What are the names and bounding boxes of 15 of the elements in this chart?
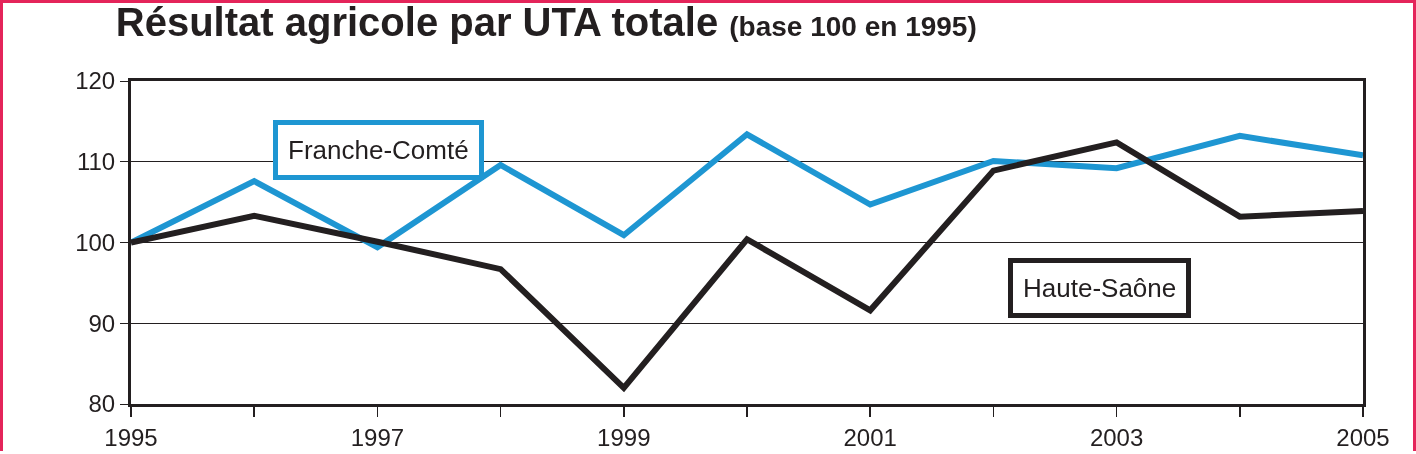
chart-subtitle: (base 100 en 1995) (729, 10, 977, 42)
series-label: Franche-Comté (288, 135, 469, 165)
chart-title: Résultat agricole par UTA totale (115, 0, 719, 44)
x-tick-label: 1995 (104, 423, 158, 451)
x-tick-label: 2001 (843, 423, 897, 451)
y-tick-label: 100 (75, 228, 116, 256)
y-tick-label: 90 (88, 309, 116, 337)
text: Haute-Saône (1023, 273, 1177, 303)
x-tick-label: 2005 (1336, 423, 1390, 451)
y-tick-label: 110 (76, 148, 116, 176)
x-tick-label: 1997 (350, 423, 405, 451)
y-tick-label: 80 (88, 390, 116, 418)
y-tick-label: 120 (75, 67, 116, 95)
x-tick-label: 1999 (597, 423, 651, 451)
x-tick-label: 2003 (1089, 423, 1144, 451)
